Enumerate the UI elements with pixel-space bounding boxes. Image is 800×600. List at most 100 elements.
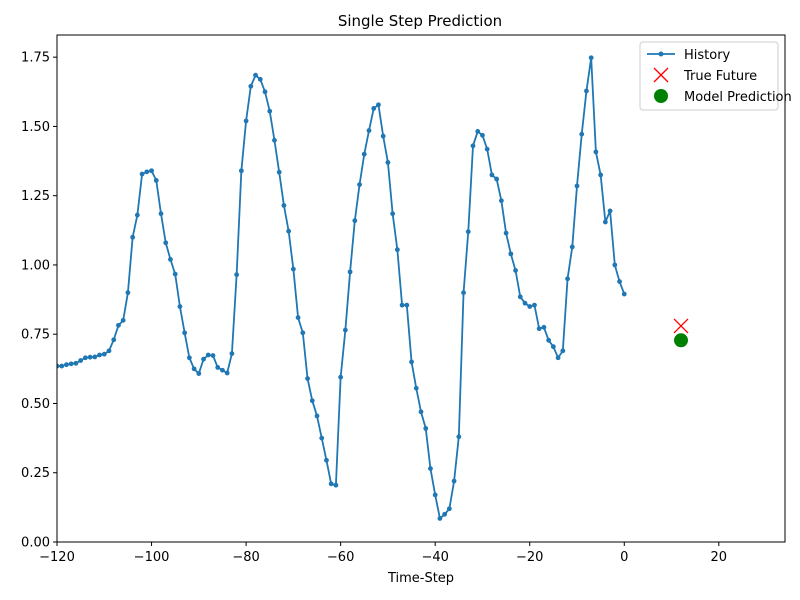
- history-point: [342, 327, 348, 333]
- history-point: [588, 55, 594, 61]
- history-point: [125, 290, 131, 296]
- history-point: [376, 102, 381, 108]
- history-point: [380, 133, 386, 139]
- history-point: [347, 269, 353, 275]
- legend-true-future-label: True Future: [683, 69, 757, 84]
- history-point: [201, 356, 206, 362]
- history-point: [215, 365, 221, 370]
- history-point: [87, 354, 93, 360]
- history-point: [489, 172, 495, 178]
- y-tick-label: 1.25: [21, 189, 50, 204]
- x-tick-label: −60: [327, 550, 354, 565]
- history-point: [532, 302, 537, 308]
- history-point: [172, 271, 178, 277]
- y-tick-label: 0.50: [21, 397, 50, 412]
- history-point: [153, 178, 159, 183]
- history-point: [234, 272, 240, 278]
- history-point: [560, 348, 566, 354]
- history-point: [92, 354, 98, 360]
- history-point: [120, 317, 126, 323]
- legend-model-prediction-label: Model Prediction: [684, 90, 792, 105]
- history-point: [593, 149, 599, 155]
- history-point: [64, 362, 69, 368]
- history-point: [57, 363, 60, 369]
- history-point: [196, 371, 202, 376]
- history-point: [295, 315, 301, 320]
- history-point: [536, 326, 542, 332]
- history-point: [565, 276, 570, 282]
- history-point: [328, 481, 334, 487]
- y-tick-label: 1.75: [21, 51, 50, 66]
- history-point: [319, 435, 325, 441]
- history-point: [305, 376, 310, 381]
- x-tick-label: −100: [134, 550, 170, 565]
- history-point: [224, 370, 230, 376]
- history-point: [130, 234, 136, 240]
- x-tick-label: 20: [711, 550, 728, 565]
- history-point: [97, 352, 102, 358]
- x-tick-label: −120: [39, 550, 75, 565]
- history-point: [409, 359, 414, 365]
- history-point: [513, 268, 518, 273]
- history-point: [480, 132, 485, 138]
- history-point: [437, 516, 443, 521]
- history-point: [390, 211, 396, 217]
- history-point: [418, 409, 424, 415]
- plot-frame: [56, 34, 786, 543]
- history-point: [163, 240, 169, 246]
- history-point: [309, 398, 315, 404]
- history-point: [602, 219, 608, 225]
- history-point: [361, 151, 367, 157]
- history-point: [522, 300, 528, 306]
- history-point: [584, 88, 589, 94]
- history-point: [168, 257, 173, 262]
- history-point: [205, 352, 211, 358]
- history-point: [134, 212, 140, 218]
- history-point: [484, 146, 490, 152]
- history-point: [286, 228, 292, 234]
- history-point: [366, 128, 372, 133]
- history-point: [413, 385, 419, 391]
- history-point: [333, 482, 339, 488]
- history-point: [149, 168, 154, 174]
- history-point: [423, 426, 429, 431]
- history-point: [262, 89, 268, 95]
- history-point: [116, 322, 121, 328]
- history-point: [220, 367, 225, 373]
- history-point: [498, 198, 504, 204]
- history-point: [210, 353, 216, 358]
- history-point: [494, 176, 500, 182]
- history-point: [541, 324, 547, 330]
- history-point: [446, 506, 452, 512]
- history-point: [229, 351, 235, 357]
- history-point: [598, 172, 604, 178]
- legend-box: [639, 41, 779, 111]
- legend: History True Future Model Prediction: [639, 41, 792, 111]
- history-point: [267, 108, 273, 114]
- history-point: [177, 304, 183, 309]
- history-point: [428, 466, 433, 471]
- history-point: [281, 202, 287, 208]
- history-point: [357, 182, 362, 188]
- history-point: [238, 168, 244, 174]
- y-tick-label: 0.75: [21, 328, 50, 343]
- history-point: [73, 360, 79, 366]
- history-point: [243, 118, 249, 124]
- history-point: [257, 76, 263, 82]
- history-point: [139, 171, 145, 177]
- y-tick-label: 0.25: [21, 466, 50, 481]
- history-point: [272, 137, 277, 143]
- history-point: [371, 106, 377, 111]
- y-axis-ticks: 0.00 0.25 0.50 0.75 1.00 1.25 1.50 1.75: [21, 51, 57, 551]
- history-point: [78, 358, 84, 363]
- history-point: [144, 169, 150, 175]
- y-tick-label: 1.50: [21, 120, 50, 135]
- history-point: [106, 348, 112, 354]
- history-point: [470, 143, 476, 149]
- history-point: [456, 434, 462, 440]
- y-tick-label: 0.00: [21, 536, 50, 551]
- legend-history-label: History: [684, 48, 731, 63]
- history-point: [546, 337, 552, 343]
- history-point: [394, 247, 400, 253]
